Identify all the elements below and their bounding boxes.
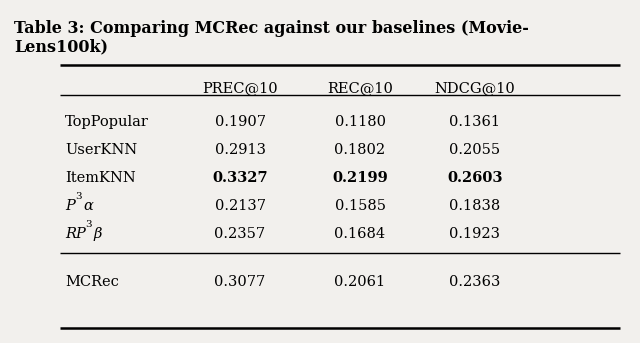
Text: 0.1838: 0.1838 xyxy=(449,199,500,213)
Text: UserKNN: UserKNN xyxy=(65,143,137,157)
Text: β: β xyxy=(93,227,102,241)
Text: 0.3077: 0.3077 xyxy=(214,275,266,289)
Text: 0.2357: 0.2357 xyxy=(214,227,266,241)
Text: TopPopular: TopPopular xyxy=(65,115,149,129)
Text: NDCG@10: NDCG@10 xyxy=(435,81,515,95)
Text: 0.3327: 0.3327 xyxy=(212,171,268,185)
Text: 0.1684: 0.1684 xyxy=(335,227,385,241)
Text: 0.2199: 0.2199 xyxy=(332,171,388,185)
Text: 0.2061: 0.2061 xyxy=(335,275,385,289)
Text: 3: 3 xyxy=(75,192,82,201)
Text: 0.2913: 0.2913 xyxy=(214,143,266,157)
Text: 0.2055: 0.2055 xyxy=(449,143,500,157)
Text: 0.1585: 0.1585 xyxy=(335,199,385,213)
Text: 0.1923: 0.1923 xyxy=(449,227,500,241)
Text: Lens100k): Lens100k) xyxy=(14,38,108,55)
Text: PREC@10: PREC@10 xyxy=(202,81,278,95)
Text: 0.1361: 0.1361 xyxy=(449,115,500,129)
Text: RP: RP xyxy=(65,227,86,241)
Text: 0.1180: 0.1180 xyxy=(335,115,385,129)
Text: MCRec: MCRec xyxy=(65,275,119,289)
Text: α: α xyxy=(83,199,93,213)
Text: 0.1907: 0.1907 xyxy=(214,115,266,129)
Text: 0.2363: 0.2363 xyxy=(449,275,500,289)
Text: REC@10: REC@10 xyxy=(327,81,393,95)
Text: ItemKNN: ItemKNN xyxy=(65,171,136,185)
Text: 0.2603: 0.2603 xyxy=(447,171,503,185)
Text: P: P xyxy=(65,199,75,213)
Text: 0.1802: 0.1802 xyxy=(335,143,385,157)
Text: Table 3: Comparing MCRec against our baselines (Movie-: Table 3: Comparing MCRec against our bas… xyxy=(14,20,529,37)
Text: 0.2137: 0.2137 xyxy=(214,199,266,213)
Text: 3: 3 xyxy=(85,220,92,229)
